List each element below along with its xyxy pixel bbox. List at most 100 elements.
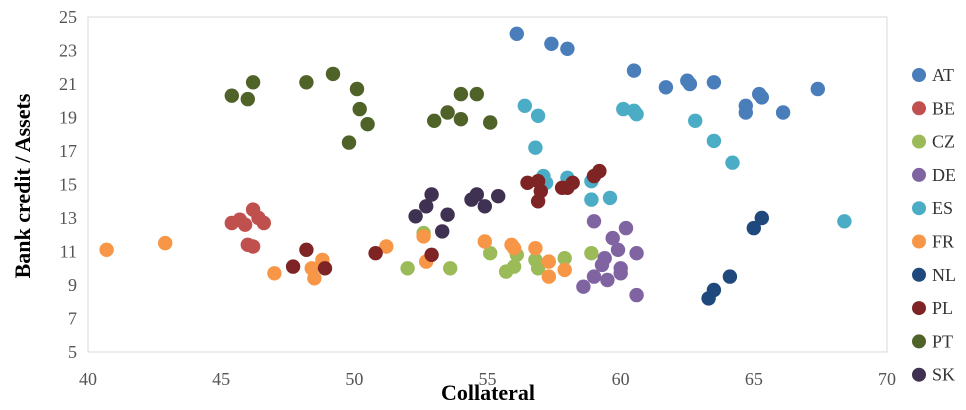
data-point-pt: [224, 88, 239, 103]
legend-item-nl: NL: [912, 265, 956, 285]
data-point-at: [658, 80, 674, 95]
legend-label: PT: [932, 331, 953, 351]
data-point-de: [586, 214, 602, 229]
data-point-pl: [368, 246, 383, 261]
data-point-fr: [267, 266, 282, 281]
x-tick-label: 55: [479, 369, 497, 389]
legend-label: CZ: [932, 132, 955, 152]
data-point-at: [626, 63, 642, 78]
data-point-pt: [352, 101, 367, 117]
data-point-sk: [435, 224, 450, 239]
data-point-fr: [557, 262, 572, 278]
data-point-nl: [722, 269, 738, 284]
legend-label: DE: [932, 165, 956, 185]
data-point-pt: [453, 86, 469, 102]
data-point-es: [528, 140, 543, 155]
data-point-pt: [360, 117, 375, 132]
y-tick-label: 23: [59, 41, 77, 61]
data-point-sk: [408, 209, 423, 224]
y-tick-label: 7: [68, 309, 77, 329]
legend-label: PL: [932, 298, 953, 318]
data-point-pl: [565, 175, 580, 190]
data-point-fr: [541, 254, 556, 269]
data-point-sk: [477, 199, 492, 214]
legend: AT BE CZ DE ES FR NL PL PT SK: [912, 65, 956, 385]
legend-marker: [912, 267, 926, 282]
data-point-es: [602, 190, 618, 206]
data-point-de: [600, 272, 615, 288]
data-point-pl: [317, 261, 333, 276]
data-point-es: [706, 133, 722, 149]
data-points: [99, 26, 852, 306]
data-point-pl: [592, 163, 607, 179]
data-point-sk: [469, 187, 484, 202]
data-point-cz: [483, 246, 498, 261]
data-point-pt: [240, 91, 255, 107]
x-tick-label: 60: [612, 369, 630, 389]
plot-area-border: [87, 16, 888, 353]
legend-item-sk: SK: [912, 365, 955, 385]
data-point-pt: [299, 75, 314, 90]
series-be: [224, 202, 271, 254]
data-point-sk: [424, 187, 439, 202]
data-point-cz: [530, 261, 546, 276]
data-point-fr: [477, 234, 492, 249]
y-tick-label: 19: [59, 108, 77, 128]
data-point-de: [613, 266, 628, 281]
data-point-pt: [245, 75, 261, 90]
legend-marker: [912, 68, 926, 82]
legend-item-pt: PT: [912, 331, 953, 351]
data-point-de: [618, 220, 634, 236]
data-point-at: [544, 36, 559, 51]
legend-item-de: DE: [912, 165, 956, 185]
data-point-pt: [469, 86, 484, 102]
data-point-de: [629, 246, 644, 261]
y-tick-label: 5: [68, 342, 77, 362]
data-point-pl: [520, 175, 535, 190]
axes: 5 7 9 11 13 15 17 19 21 23 25 40 45 50 55 60 65 70: [59, 7, 896, 389]
series-sk: [408, 187, 506, 239]
data-point-es: [629, 107, 644, 122]
data-point-de: [629, 287, 644, 303]
x-tick-label: 45: [212, 369, 230, 389]
legend-label: FR: [932, 232, 954, 252]
data-point-be: [256, 215, 271, 231]
data-point-pt: [349, 81, 365, 97]
y-tick-label: 15: [59, 175, 77, 195]
data-point-es: [584, 192, 599, 207]
data-point-fr: [379, 239, 394, 254]
x-tick-label: 70: [878, 369, 896, 389]
legend-marker: [912, 367, 926, 382]
data-point-es: [517, 98, 532, 114]
data-point-pt: [427, 113, 442, 128]
legend-marker: [912, 201, 926, 216]
data-point-cz: [557, 251, 572, 266]
data-point-be: [245, 239, 261, 254]
y-tick-label: 9: [68, 275, 77, 295]
y-tick-label: 13: [59, 208, 77, 228]
data-point-nl: [706, 282, 722, 298]
series-at: [509, 26, 825, 120]
data-point-fr: [307, 271, 322, 286]
data-point-de: [597, 251, 612, 266]
data-point-nl: [754, 210, 769, 226]
legend-item-be: BE: [912, 98, 955, 118]
legend-item-es: ES: [912, 198, 953, 218]
legend-item-at: AT: [912, 65, 954, 85]
data-point-de: [610, 242, 626, 257]
data-point-at: [810, 81, 825, 97]
y-tick-label: 17: [59, 141, 77, 161]
legend-item-fr: FR: [912, 232, 954, 252]
legend-item-cz: CZ: [912, 132, 955, 152]
data-point-fr: [158, 235, 173, 251]
legend-marker: [912, 134, 926, 149]
data-point-at: [775, 105, 791, 120]
x-tick-label: 65: [745, 369, 763, 389]
x-tick-label: 50: [345, 369, 363, 389]
data-point-pl: [424, 247, 439, 262]
legend-marker: [912, 167, 926, 182]
data-point-es: [688, 113, 703, 128]
legend-marker: [912, 234, 926, 249]
series-nl: [701, 210, 769, 306]
